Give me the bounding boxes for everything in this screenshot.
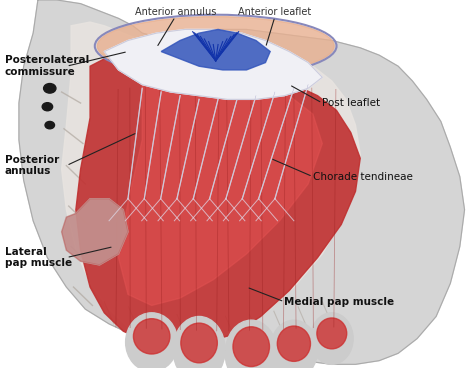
Polygon shape bbox=[62, 199, 128, 265]
Text: Anterior annulus: Anterior annulus bbox=[135, 7, 216, 17]
Ellipse shape bbox=[233, 327, 269, 367]
Text: Anterior leaflet: Anterior leaflet bbox=[238, 7, 311, 17]
Ellipse shape bbox=[134, 319, 170, 354]
Ellipse shape bbox=[225, 320, 277, 368]
Ellipse shape bbox=[97, 17, 334, 75]
Text: Lateral
pap muscle: Lateral pap muscle bbox=[5, 247, 72, 268]
Circle shape bbox=[45, 121, 55, 129]
Circle shape bbox=[42, 103, 53, 111]
Ellipse shape bbox=[310, 313, 353, 364]
Text: Posterior
annulus: Posterior annulus bbox=[5, 155, 59, 176]
Ellipse shape bbox=[277, 326, 310, 361]
Circle shape bbox=[44, 84, 56, 93]
Ellipse shape bbox=[126, 313, 178, 368]
Ellipse shape bbox=[181, 323, 217, 363]
Polygon shape bbox=[76, 59, 360, 346]
Text: Medial pap muscle: Medial pap muscle bbox=[284, 297, 394, 307]
Ellipse shape bbox=[317, 318, 346, 349]
Text: Posterolateral
commissure: Posterolateral commissure bbox=[5, 56, 89, 77]
Polygon shape bbox=[62, 199, 128, 265]
Polygon shape bbox=[118, 77, 322, 305]
Ellipse shape bbox=[270, 320, 318, 368]
Text: Post leaflet: Post leaflet bbox=[322, 98, 381, 108]
Polygon shape bbox=[19, 0, 465, 364]
Ellipse shape bbox=[173, 316, 225, 368]
Text: Chorade tendineae: Chorade tendineae bbox=[313, 171, 413, 182]
Polygon shape bbox=[161, 29, 270, 70]
Polygon shape bbox=[62, 22, 360, 342]
Polygon shape bbox=[104, 29, 322, 99]
